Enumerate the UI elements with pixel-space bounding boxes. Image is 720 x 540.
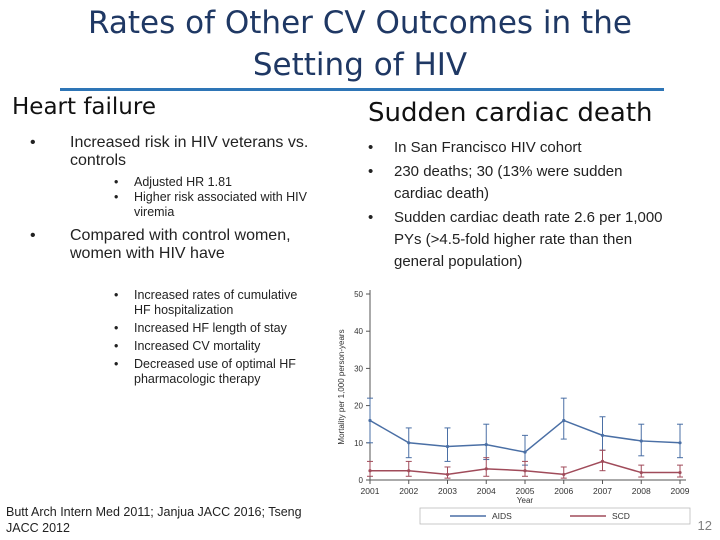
scd-point-2002: [407, 469, 411, 473]
hf-sub-2-3-text: Increased CV mortality: [134, 339, 261, 353]
x-tick-label-2001: 2001: [361, 486, 380, 496]
aids-point-2002: [407, 441, 411, 445]
y-tick-label-0: 0: [359, 476, 364, 485]
x-tick-label-2008: 2008: [632, 486, 651, 496]
y-axis-title: Mortality per 1,000 person-years: [337, 329, 346, 444]
hf-sub-2-1-text: Increased rates of cumulative HF hospita…: [134, 288, 298, 317]
hf-bullet-2-text: Compared with control women, women with …: [70, 227, 291, 262]
scd-bullet-3: • Sudden cardiac death rate 2.6 per 1,000…: [368, 207, 668, 273]
page-number: 12: [697, 518, 712, 533]
scd-point-2003: [445, 472, 450, 477]
scd-bullet-3-text: Sudden cardiac death rate 2.6 per 1,000 …: [394, 209, 663, 270]
y-tick-label-20: 20: [354, 402, 363, 411]
y-tick-label-10: 10: [354, 439, 363, 448]
scd-bullet-2-text: 230 deaths; 30 (13% were sudden cardiac …: [394, 163, 623, 202]
x-tick-label-2003: 2003: [438, 486, 457, 496]
bullet-dot: •: [114, 175, 119, 189]
hf-bullet-1-text: Increased risk in HIV veterans vs. contr…: [70, 134, 309, 169]
y-tick-label-40: 40: [354, 327, 363, 336]
x-tick-label-2009: 2009: [671, 486, 690, 496]
scd-bullet-1: • In San Francisco HIV cohort: [368, 137, 668, 159]
y-tick-label-50: 50: [354, 290, 363, 299]
hf-sub-1-1: • Adjusted HR 1.81: [112, 175, 312, 190]
x-tick-label-2007: 2007: [593, 486, 612, 496]
title-line-1: Rates of Other CV Outcomes in the: [88, 5, 632, 41]
aids-point-2004: [484, 443, 488, 447]
aids-point-2005: [523, 450, 527, 454]
legend-label-aids: AIDS: [492, 511, 512, 521]
hf-bullet-list-1: • Increased risk in HIV veterans vs. cont…: [12, 134, 312, 170]
bullet-dot: •: [30, 134, 36, 151]
scd-mortality-chart: 0 10 20 30 40 50 Mortality per 1,000 person-ye…: [337, 290, 691, 525]
hf-sublist-2: • Increased rates of cumulative HF hospit…: [112, 288, 312, 387]
hf-bullet-1: • Increased risk in HIV veterans vs. cont…: [12, 134, 312, 170]
scd-point-2006: [562, 472, 566, 477]
legend-box: [419, 507, 691, 525]
heart-failure-heading: Heart failure: [12, 94, 156, 120]
bullet-dot: •: [30, 227, 36, 244]
x-axis-title: Year: [517, 496, 534, 505]
scd-point-2008: [639, 470, 643, 475]
scd-point-2005: [523, 469, 527, 473]
aids-point-2003: [445, 444, 450, 449]
hf-sub-1-2: • Higher risk associated with HIV viremia: [112, 190, 312, 220]
aids-point-2006: [562, 418, 566, 423]
bullet-dot: •: [368, 163, 374, 180]
aids-point-2008: [639, 439, 643, 443]
x-tick-label-2004: 2004: [477, 486, 496, 496]
x-tick-label-2002: 2002: [399, 486, 418, 496]
hf-bullet-list-2: • Compared with control women, women with…: [12, 227, 292, 263]
scd-bullet-list: • In San Francisco HIV cohort • 230 deaths…: [368, 137, 668, 275]
scd-bullet-2: • 230 deaths; 30 (13% were sudden cardiac…: [368, 161, 668, 205]
scd-point-2009: [678, 470, 682, 475]
scd-point-2004: [484, 467, 488, 471]
x-tick-label-2005: 2005: [516, 486, 535, 496]
aids-point-2009: [678, 441, 682, 445]
hf-sub-2-1: • Increased rates of cumulative HF hospit…: [112, 288, 312, 318]
scd-bullet-1-text: In San Francisco HIV cohort: [394, 139, 582, 156]
bullet-dot: •: [114, 357, 119, 371]
aids-point-2007: [600, 433, 605, 437]
aids-point-2001: [368, 418, 372, 423]
hf-bullet-2: • Compared with control women, women with…: [12, 227, 292, 263]
hf-sub-1-1-text: Adjusted HR 1.81: [134, 175, 232, 189]
slide-title: Rates of Other CV Outcomes in the Settin…: [0, 2, 720, 86]
sudden-cardiac-death-heading: Sudden cardiac death: [368, 98, 653, 128]
bullet-dot: •: [114, 321, 119, 335]
hf-sub-1-2-text: Higher risk associated with HIV viremia: [134, 190, 307, 219]
scd-point-2001: [368, 469, 372, 473]
bullet-dot: •: [114, 339, 119, 353]
legend-label-scd: SCD: [612, 511, 630, 521]
hf-sub-2-4: • Decreased use of optimal HF pharmacolog…: [112, 357, 312, 387]
bullet-dot: •: [368, 139, 374, 156]
reference-citation: Butt Arch Intern Med 2011; Janjua JACC 2…: [6, 505, 302, 535]
y-tick-label-30: 30: [354, 364, 363, 373]
title-line-2: Setting of HIV: [252, 47, 468, 83]
x-tick-label-2006: 2006: [554, 486, 573, 496]
bullet-dot: •: [368, 209, 374, 226]
hf-sub-2-3: • Increased CV mortality: [112, 339, 312, 354]
hf-sub-2-2-text: Increased HF length of stay: [134, 321, 287, 335]
hf-sub-2-2: • Increased HF length of stay: [112, 321, 312, 336]
title-underline: [60, 88, 664, 91]
bullet-dot: •: [114, 288, 119, 302]
hf-sublist-1: • Adjusted HR 1.81 • Higher risk associate…: [112, 175, 312, 220]
scd-point-2007: [600, 459, 605, 463]
bullet-dot: •: [114, 190, 119, 204]
hf-sub-2-4-text: Decreased use of optimal HF pharmacologi…: [134, 357, 296, 386]
